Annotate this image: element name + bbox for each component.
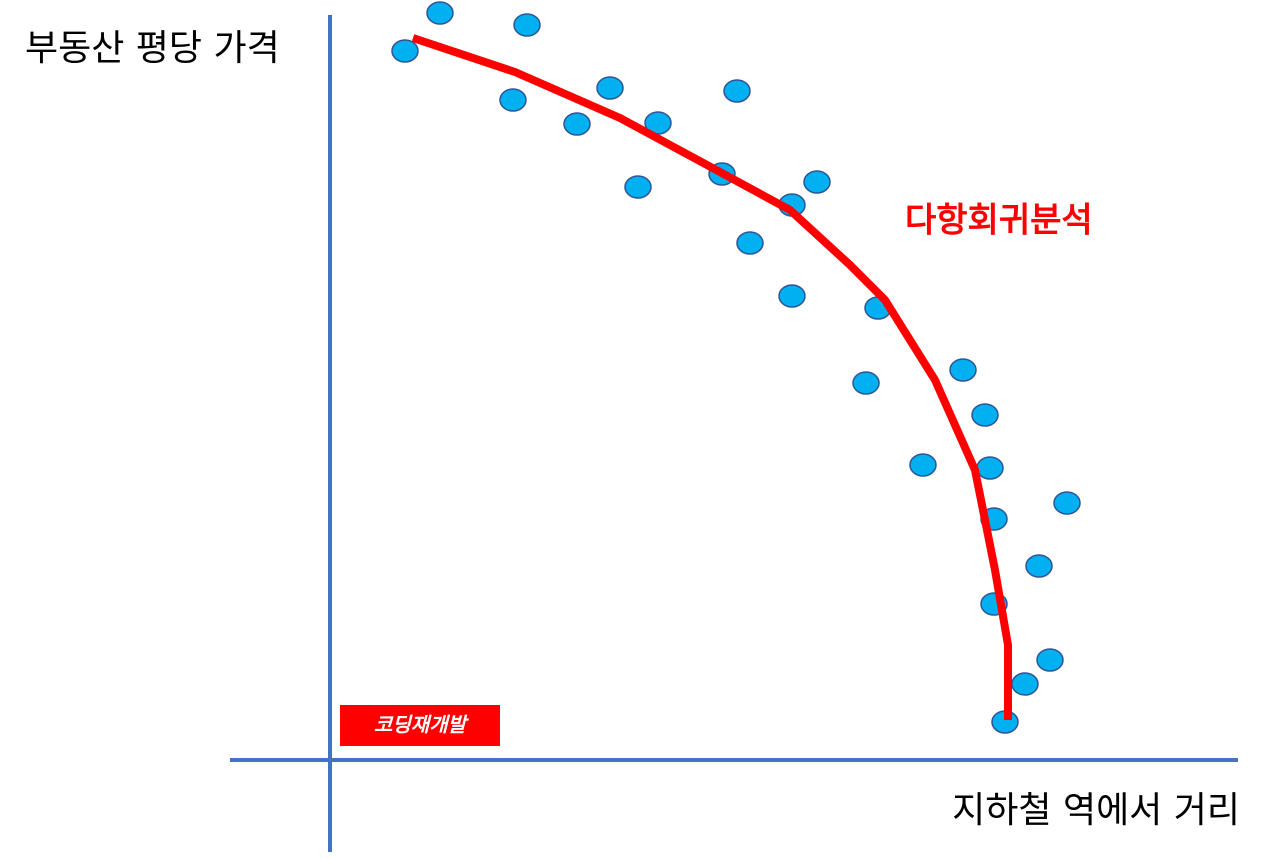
data-points bbox=[391, 1, 1081, 734]
point bbox=[852, 371, 880, 395]
point bbox=[736, 231, 764, 255]
point bbox=[949, 358, 977, 382]
point bbox=[803, 170, 831, 194]
point bbox=[723, 79, 751, 103]
point bbox=[976, 456, 1004, 480]
point bbox=[909, 453, 937, 477]
point bbox=[778, 284, 806, 308]
point bbox=[499, 88, 527, 112]
point bbox=[1053, 491, 1081, 515]
curve-label: 다항회귀분석 bbox=[905, 201, 1093, 241]
point bbox=[624, 175, 652, 199]
point bbox=[596, 76, 624, 100]
point bbox=[1011, 672, 1039, 696]
point bbox=[1025, 554, 1053, 578]
regression-curve bbox=[411, 34, 1012, 720]
point bbox=[426, 1, 454, 25]
badge-text: 코딩재개발 bbox=[374, 713, 470, 737]
badge-bg bbox=[340, 705, 500, 746]
y-axis-label: 부동산 평당 가격 bbox=[25, 28, 280, 69]
point bbox=[391, 39, 419, 63]
point bbox=[513, 13, 541, 37]
point bbox=[1036, 648, 1064, 672]
point bbox=[563, 112, 591, 136]
point bbox=[971, 403, 999, 427]
x-axis-label: 지하철 역에서 거리 bbox=[952, 790, 1240, 831]
